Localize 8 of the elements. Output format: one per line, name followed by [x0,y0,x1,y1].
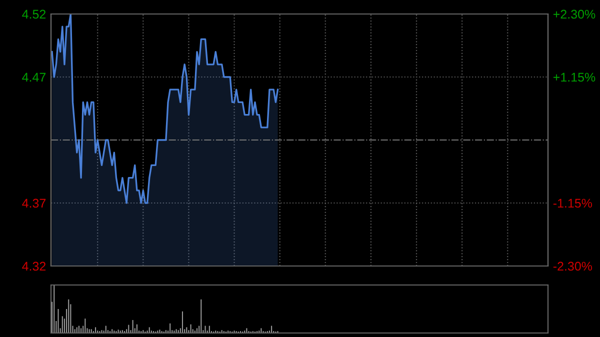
y-tick-label: 4.32 [22,262,46,271]
y2-tick-label: +2.30% [553,10,596,19]
y-tick-label: 4.47 [22,72,46,82]
y2-tick-label: -2.30% [553,262,592,271]
y-tick-label: 4.52 [22,10,46,19]
y-tick-label: 4.37 [22,198,46,208]
y2-tick-label: +1.15% [553,72,596,82]
y2-tick-label: -1.15% [553,198,592,208]
